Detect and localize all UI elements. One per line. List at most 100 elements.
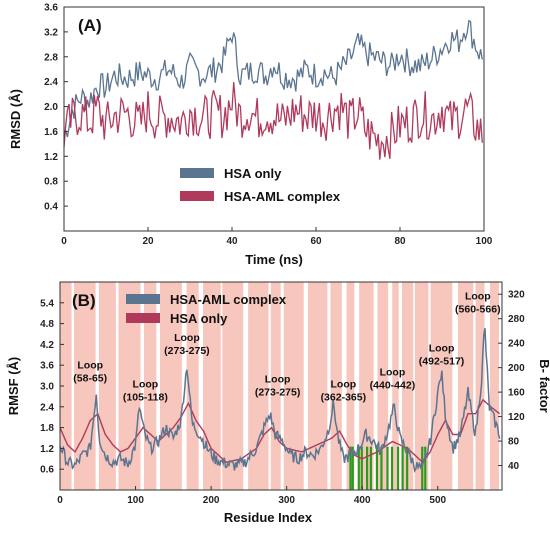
loop-annotation-range: (492-517) [419,355,465,367]
panel-a-y-tick-label: 1.2 [44,152,58,163]
panel-b-green-marker [424,446,427,490]
panel-a-series-hsa-only-line [63,19,483,139]
panel-b-series-hsa-aml-line [59,328,501,473]
panel-a-legend: HSA only HSA-AML complex [180,166,341,204]
panel-a-y-tick-label: 0.4 [44,202,58,213]
panel-b-band [186,282,199,490]
panel-b-loop-annotations: Loop(58-65)Loop(105-118)Loop(273-275)Loo… [73,290,500,403]
panel-b-band [475,282,485,490]
panel-b-y-tick-label: 4.8 [40,319,54,330]
panel-a-x-tick-label: 60 [310,236,322,247]
legend-label-hsa-only: HSA only [224,166,282,181]
panel-b-y-tick-label: 1.2 [40,444,54,455]
panel-b-band [489,282,499,490]
panel-a-y-tick-label: 3.2 [44,27,58,38]
legend-swatch-hsa-only [180,168,214,178]
legend-swatch-hsa-aml [180,191,214,201]
panel-b-band [392,282,399,490]
panel-b-marks [59,328,501,473]
panel-b-green-marker [357,446,360,490]
panel-b-right-y-tick-label: 40 [508,461,520,472]
panel-b-green-marker [386,446,389,490]
panel-b-green-marker [349,446,352,490]
loop-annotation-range: (273-275) [164,345,210,357]
panel-b-y-tick-label: 3.0 [40,382,54,393]
loop-annotation-range: (362-365) [321,392,367,404]
panel-b-right-y-tick-label: 160 [508,388,525,399]
panel-b-band [222,282,244,490]
panel-b-band [346,282,355,490]
panel-b-y-tick-label: 3.6 [40,361,54,372]
panel-b-band [74,282,96,490]
panel-a: (A) 0 20 40 60 80 100 0.4 0.8 1.2 1.6 2.0 2.4 2.8 3.… [8,3,493,268]
panel-b-band [457,282,474,490]
loop-annotation-range: (560-566) [455,303,501,315]
panel-a-y-tick-label: 1.6 [44,127,58,138]
loop-annotation-label: Loop [77,360,103,372]
panel-a-y-tick-label: 2.8 [44,52,58,63]
loop-annotation-range: (58-65) [73,373,107,385]
panel-b-right-y-tick-label: 200 [508,363,525,374]
panel-a-label: (A) [78,16,102,35]
panel-b-band [159,282,182,490]
panel-b-x-tick-label: 200 [203,495,220,506]
panel-b-green-marker [390,446,394,490]
panel-b-right-y-tick-label: 120 [508,412,525,423]
loop-annotation-label: Loop [380,367,406,379]
panel-b-right-y-tick-label: 80 [508,437,520,448]
panel-b-x-axis-title: Residue Index [224,510,313,525]
loop-annotation-label: Loop [465,290,491,302]
panel-b-y-tick-label: 2.4 [40,402,54,413]
panel-b-band [430,282,453,490]
panel-a-x-tick-label: 0 [61,236,67,247]
panel-a-x-tick-label: 80 [394,236,406,247]
panel-b-x-tick-label: 500 [429,495,446,506]
panel-b-right-y-tick-label: 240 [508,339,525,350]
panel-a-y-tick-label: 2.4 [44,77,58,88]
panel-a-x-axis-title: Time (ns) [245,252,303,267]
panel-a-series-hsa-aml-line [63,82,483,160]
panel-b-y-tick-label: 4.2 [40,340,54,351]
panel-a-y-ticks: 0.4 0.8 1.2 1.6 2.0 2.4 2.8 3.2 3.6 [44,3,68,213]
panel-b-y-tick-label: 0.6 [40,465,54,476]
panel-b-green-marker [351,446,354,490]
panel-a-y-axis-title: RMSD (Å) [8,89,23,149]
loop-annotation-label: Loop [429,342,455,354]
panel-b-green-marker [401,446,404,490]
panel-b-band [60,282,72,490]
panel-b-band [308,282,328,490]
panel-a-frame [63,6,485,232]
panel-a-y-tick-label: 0.8 [44,177,58,188]
panel-a-y-tick-label: 2.0 [44,102,58,113]
loop-annotation-range: (105-118) [123,392,168,404]
panel-b-green-markers [349,446,427,490]
legend-label-hsa-aml: HSA-AML complex [224,189,341,204]
panel-b: (B) 0 100 200 300 400 500 0.6 1.2 1.8 2.4 3.0 3.6 4… [6,281,550,525]
panel-b-right-y-ticks: 40 80 120 160 200 240 280 320 [498,290,525,472]
panel-b-green-marker [406,446,409,490]
panel-b-band [283,282,304,490]
panel-b-green-marker [369,446,372,490]
panel-b-band [248,282,269,490]
panel-b-right-y-tick-label: 280 [508,314,525,325]
panel-b-y-ticks: 0.6 1.2 1.8 2.4 3.0 3.6 4.2 4.8 5.4 [40,298,64,476]
panel-b-green-marker [360,446,363,490]
panel-b-band [98,282,116,490]
panel-b-legend: HSA-AML complex HSA only [126,292,287,326]
legend-label-hsa-aml-b: HSA-AML complex [170,292,287,307]
panel-b-band [401,282,414,490]
panel-b-y-tick-label: 5.4 [40,298,54,309]
loop-annotation-range: (440-442) [370,380,416,392]
panel-a-y-tick-label: 3.6 [44,3,58,14]
panel-b-x-ticks: 0 100 200 300 400 500 [57,486,447,506]
panel-b-green-marker [375,446,379,490]
panel-b-right-y-tick-label: 320 [508,290,525,301]
panel-b-x-tick-label: 0 [57,495,63,506]
panel-b-series-hsa-only-line [59,398,501,464]
loop-annotation-label: Loop [174,332,200,344]
panel-b-right-y-axis-title: B- factor [537,359,550,412]
panel-b-band [377,282,389,490]
legend-swatch-hsa-aml-b [126,294,160,304]
panel-b-x-tick-label: 400 [354,495,371,506]
